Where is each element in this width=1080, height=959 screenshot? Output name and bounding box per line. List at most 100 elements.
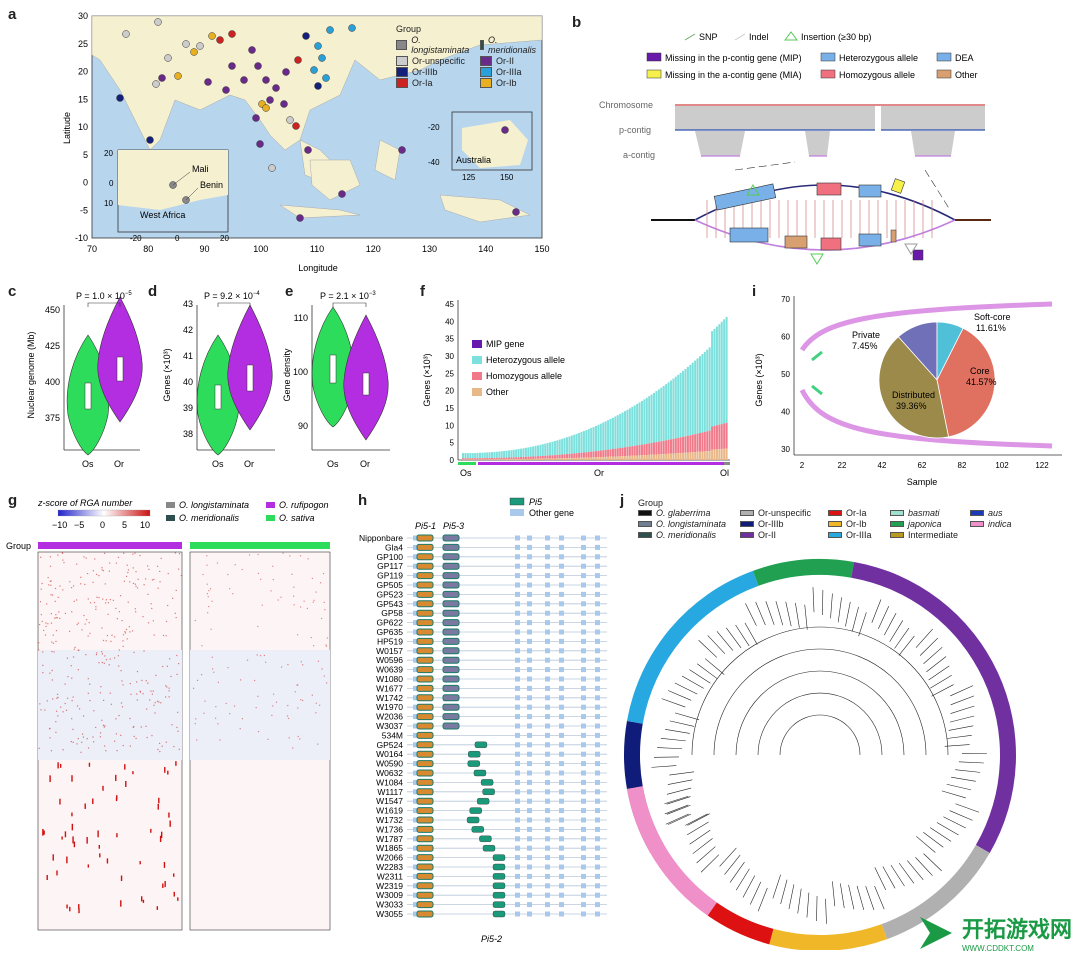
f-bar-het <box>587 429 590 452</box>
h-pi5-1-gene <box>416 656 434 664</box>
g-cell <box>150 690 152 692</box>
h-pi5-3-gene <box>442 666 460 674</box>
g-cell <box>115 607 117 610</box>
legend-swatch <box>396 56 408 66</box>
g-cell <box>121 620 123 622</box>
h-pi5-3-gene <box>442 543 460 551</box>
j-branch <box>745 603 757 626</box>
f-bar-het <box>570 435 573 454</box>
j-branch <box>943 816 966 829</box>
g-cell <box>271 714 273 717</box>
h-pi5-1-gene <box>416 807 434 815</box>
g-cell <box>169 820 171 827</box>
h-other-gene <box>559 554 564 560</box>
g-cell <box>151 579 154 581</box>
h-other-gene <box>545 591 550 597</box>
g-cell <box>154 702 156 704</box>
g-cell <box>57 715 59 717</box>
f-bar-other <box>655 454 658 460</box>
j-branch <box>689 829 711 845</box>
j-branch <box>765 601 775 625</box>
f-bar-hom <box>694 434 697 453</box>
f-bar-other <box>590 457 593 460</box>
f-bar-hom <box>604 449 607 457</box>
j-branch <box>785 601 792 627</box>
legend-swatch <box>890 510 904 516</box>
f-bar-other <box>495 459 498 460</box>
h-pi5-2-gene <box>492 901 506 908</box>
c-ytick-375: 375 <box>45 413 60 423</box>
g-cell <box>55 640 57 643</box>
g-cell <box>207 612 209 614</box>
i-pie <box>878 321 996 439</box>
h-other-gene <box>595 657 600 663</box>
f-bar-other <box>686 452 689 460</box>
g-cell <box>116 833 118 838</box>
g-cell <box>66 856 68 864</box>
g-cell <box>155 674 157 677</box>
e-xtick-or: Or <box>360 459 370 469</box>
g-cell <box>219 739 221 741</box>
f-bar-hom <box>466 458 469 460</box>
f-bar-het <box>580 432 583 453</box>
legend-swatch <box>740 521 754 527</box>
map-point <box>174 72 182 80</box>
g-cell <box>109 692 111 694</box>
f-bar-other <box>553 458 556 460</box>
g-cell <box>62 559 64 561</box>
h-other-gene <box>545 911 550 917</box>
f-bar-het <box>711 331 714 427</box>
f-bar-het <box>568 436 571 454</box>
h-other-gene <box>595 761 600 767</box>
f-bar-other <box>551 458 554 460</box>
j-branch <box>666 796 691 805</box>
g-cell <box>153 704 155 706</box>
h-pi5-3-gene <box>442 609 460 617</box>
g-cell <box>257 695 259 697</box>
h-other-gene <box>545 751 550 757</box>
g-cell <box>152 690 154 692</box>
g-cell <box>51 650 53 653</box>
f-bar-hom <box>464 458 467 460</box>
h-other-gene <box>595 544 600 550</box>
g-cell <box>89 699 91 702</box>
australia-title: Australia <box>456 155 491 165</box>
f-bar-other <box>628 455 631 460</box>
h-other-gene <box>581 770 586 776</box>
g-cell <box>120 702 123 704</box>
g-cell <box>275 701 278 703</box>
legend-snp: SNP <box>699 32 718 42</box>
map-point <box>304 146 312 154</box>
g-cell <box>53 651 55 653</box>
f-bar-het <box>682 370 685 437</box>
map-legend-title: Group <box>396 24 422 34</box>
g-cell <box>326 682 328 684</box>
h-other-gene <box>559 836 564 842</box>
j-branch <box>667 690 692 701</box>
f-bar-hom <box>708 430 711 451</box>
h-pi5-1-gene <box>416 788 434 796</box>
g-cell <box>101 627 103 629</box>
map-xtick: 80 <box>143 244 153 254</box>
g-cell <box>110 703 112 705</box>
f-bar-other <box>556 458 559 460</box>
g-cell <box>68 630 71 632</box>
g-cell <box>321 668 323 670</box>
h-sample-label: GP100 <box>377 552 404 562</box>
watermark: 开拓游戏网 WWW.CDDKT.COM <box>916 912 1072 953</box>
g-cell <box>287 717 290 720</box>
f-bar-other <box>662 454 665 460</box>
f-bar-het <box>599 423 602 451</box>
g-cell <box>140 896 143 902</box>
f-bar-het <box>660 387 663 442</box>
g-cell <box>118 665 120 667</box>
h-other-gene <box>595 732 600 738</box>
h-other-gene <box>515 911 520 917</box>
legend-label: Or-IIIb <box>758 519 784 529</box>
f-bar-other <box>534 458 537 460</box>
g-cell <box>153 634 155 636</box>
g-cell <box>94 558 96 560</box>
g-cell <box>297 634 299 636</box>
j-branch <box>898 635 915 656</box>
g-cell <box>50 580 52 582</box>
